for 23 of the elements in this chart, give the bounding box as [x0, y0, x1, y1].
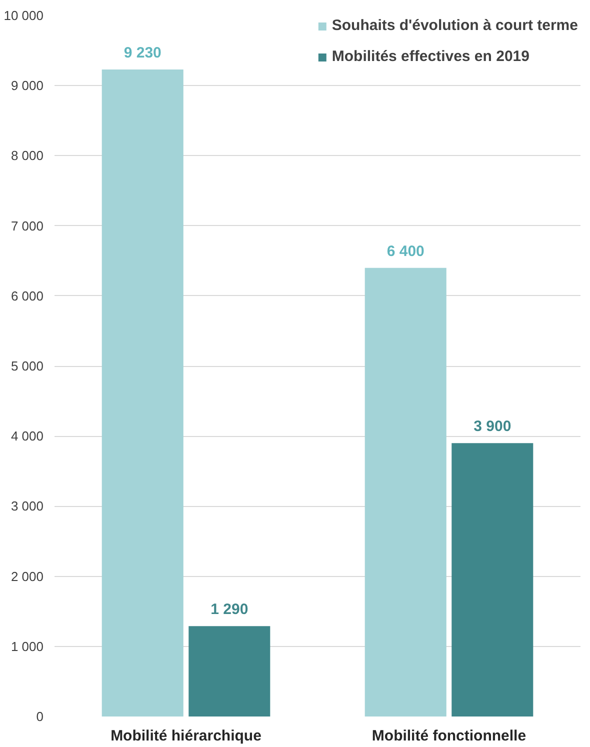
- y-tick-label: 7 000: [10, 218, 44, 234]
- bar: [452, 443, 534, 716]
- y-tick-label: 3 000: [10, 498, 44, 514]
- y-tick-label: 0: [36, 709, 44, 724]
- data-label: 1 290: [210, 601, 248, 618]
- y-tick-label: 2 000: [10, 568, 44, 584]
- y-tick-label: 10 000: [4, 8, 44, 23]
- legend-label: Souhaits d'évolution à court terme: [332, 17, 578, 34]
- data-label: 9 230: [124, 44, 162, 62]
- bar: [102, 69, 184, 716]
- y-tick-label: 5 000: [10, 358, 44, 374]
- y-tick-label: 6 000: [10, 288, 44, 304]
- y-tick-label: 8 000: [10, 148, 44, 164]
- bar: [188, 626, 270, 716]
- x-tick-label: Mobilité fonctionnelle: [372, 728, 526, 744]
- data-label: 6 400: [386, 242, 424, 260]
- data-label: 3 900: [474, 418, 512, 436]
- bar: [364, 268, 446, 716]
- x-tick-label: Mobilité hiérarchique: [110, 728, 262, 744]
- y-tick-label: 1 000: [10, 638, 44, 654]
- y-tick-label: 4 000: [10, 428, 44, 444]
- legend-label: Mobilités effectives en 2019: [332, 48, 530, 65]
- y-tick-label: 9 000: [10, 78, 44, 94]
